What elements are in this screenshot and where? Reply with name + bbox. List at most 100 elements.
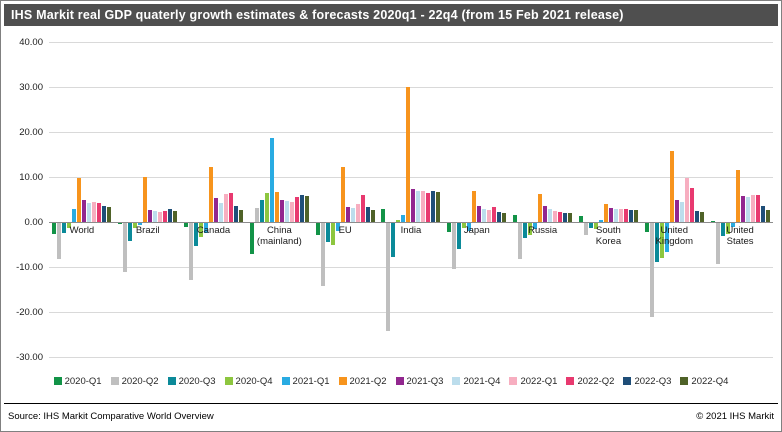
bar [654,223,659,262]
bar [598,219,603,222]
bar [725,223,730,234]
legend-item: 2022-Q4 [680,376,728,387]
bar [623,208,628,222]
bar [386,223,391,331]
legend-item: 2020-Q3 [167,375,216,387]
zero-axis-line [49,222,773,223]
bar [482,208,487,222]
gridline [49,357,773,358]
legend-label: 2022-Q1 [520,375,558,387]
legend-label: 2020-Q4 [235,375,273,387]
bar [173,210,178,222]
bar [148,210,153,222]
bar [320,223,325,286]
legend-label: 2021-Q1 [292,375,330,387]
bar [538,193,543,222]
bar [234,205,239,222]
bar [649,223,654,317]
bar [593,223,598,230]
bar [396,220,401,222]
legend-item: 2022-Q3 [623,376,671,387]
legend-label: 2020-Q3 [178,375,216,387]
category-label-line: Brazil [135,225,160,236]
category-label: Russia [510,225,576,237]
gridline [49,267,773,268]
bar [447,223,452,233]
bar [492,207,497,222]
footer: Source: IHS Markit Comparative World Ove… [4,403,778,429]
bar [603,204,608,222]
bar [229,192,234,222]
bar [284,201,289,222]
category-label-line: United [726,225,754,236]
bar [755,195,760,222]
source-note: Source: IHS Markit Comparative World Ove… [8,411,214,422]
bar [472,190,477,222]
bar [209,167,214,222]
bar [299,195,304,222]
y-axis-label: -20.00 [16,307,43,318]
bar [730,223,735,228]
bar [452,223,457,270]
category-label: India [378,225,444,237]
category-label-line: China [266,225,292,236]
bar [745,197,750,222]
bar [426,192,431,222]
bar [184,223,189,228]
legend-label: 2021-Q2 [349,375,387,387]
gridline [49,177,773,178]
y-axis-label: -10.00 [16,262,43,273]
bar [543,205,548,222]
bar [523,223,528,239]
category-label: Canada [181,225,247,237]
bar [699,212,704,222]
bar [219,202,224,222]
bar [391,223,396,257]
bar [563,212,568,222]
legend-swatch-icon [224,377,233,385]
legend-label: 2022-Q4 [691,375,729,387]
bar [518,223,523,259]
gridline [49,87,773,88]
bar [82,200,87,222]
category-group: World [49,42,115,357]
category-label: China (mainland) [246,225,312,247]
y-axis: 40.00 30.00 20.00 10.00 0.00 -10.00 -20.00 -30.… [1,37,45,363]
bar [72,209,77,222]
bar [123,223,128,273]
legend-swatch-icon [110,377,119,385]
bar [558,212,563,222]
bar [618,208,623,222]
bar [304,195,309,222]
category-group: United Kingdom [641,42,707,357]
bar [406,87,411,222]
bar [340,167,345,222]
bar [350,207,355,222]
category-label-line: Canada [196,225,231,236]
category-label: Brazil [115,225,181,237]
bar [502,213,507,222]
bar [513,214,518,222]
legend-swatch-icon [509,377,518,385]
bar [315,223,320,235]
bar [548,208,553,222]
legend-swatch-icon [680,377,689,385]
legend-label: 2022-Q3 [634,375,672,387]
category-label-line: Russia [528,225,558,236]
y-axis-label: 0.00 [24,217,44,228]
bar [710,220,715,222]
category-label: EU [312,225,378,237]
category-group: South Korea [576,42,642,357]
bar [289,202,294,222]
bar [421,190,426,222]
gridline [49,132,773,133]
legend-item: 2022-Q2 [566,376,614,387]
y-axis-label: 40.00 [19,37,43,48]
legend-swatch-icon [53,377,62,385]
category-label-line: EU [338,225,352,236]
bar [487,210,492,222]
bar [87,202,92,222]
legend-swatch-icon [281,377,290,385]
category-label-line: United [660,225,688,236]
bar [92,202,97,222]
